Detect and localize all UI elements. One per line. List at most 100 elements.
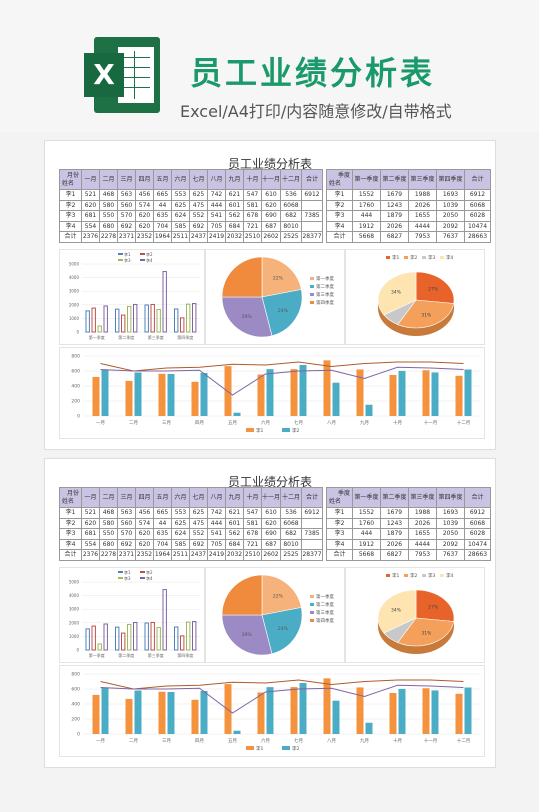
column-header: 第四季度: [436, 487, 465, 508]
table-cell: 2602: [261, 549, 281, 561]
table-cell: 721: [243, 220, 262, 232]
table-cell: 624: [171, 528, 190, 540]
bar-mark: [167, 374, 175, 416]
legend-label: 李1: [124, 251, 131, 257]
legend-swatch: [310, 595, 314, 598]
table-cell: 550: [99, 528, 118, 540]
table-cell: 6912: [301, 189, 323, 201]
corner-name-label: 姓名: [62, 498, 75, 505]
legend-label: 李2: [410, 572, 417, 579]
legend-swatch: [422, 574, 426, 577]
bar-mark: [257, 374, 265, 416]
table-cell: 1693: [436, 507, 465, 519]
table-cell: 620: [135, 220, 154, 232]
corner-name-label: 姓名: [62, 180, 75, 187]
table-cell: 620: [135, 210, 154, 222]
legend-label: 李4: [146, 257, 153, 263]
column-header: 一月: [81, 487, 100, 508]
bar-mark: [464, 369, 472, 416]
data-label: 29%: [242, 632, 253, 638]
legend-swatch: [282, 428, 290, 432]
table-cell: 690: [261, 528, 281, 540]
table-cell: 8010: [280, 220, 302, 232]
legend-swatch: [140, 253, 145, 255]
column-header: 合计: [301, 169, 323, 190]
table-cell: 541: [207, 210, 226, 222]
table-cell: 2278: [99, 231, 118, 243]
legend-swatch: [310, 285, 314, 288]
x-tick-label: 七月: [294, 737, 303, 744]
table-row: 李4 554 680 692 620 704 585 692 705 684 721 687 8010 李…: [59, 538, 491, 550]
legend-swatch: [282, 746, 290, 750]
quarter-table-corner: 季度 姓名: [326, 169, 353, 190]
table-cell: 601: [225, 517, 244, 529]
bar-mark: [103, 305, 108, 333]
bar-mark: [323, 360, 331, 416]
table-cell: 554: [81, 220, 100, 232]
table-cell: 7953: [408, 549, 437, 561]
legend-swatch: [140, 259, 145, 261]
y-tick-label: 3000: [69, 607, 80, 612]
legend-label: 第三季度: [316, 291, 334, 298]
bar-mark: [299, 683, 307, 734]
table-cell: 1243: [380, 199, 409, 211]
table-row: 李1 521 468 563 456 665 553 625 742 621 547 610 536 69…: [59, 189, 491, 201]
legend-swatch: [310, 611, 314, 614]
table-cell: 1039: [436, 199, 465, 211]
column-header: 七月: [189, 487, 208, 508]
row-name: 李2: [59, 517, 82, 529]
table-cell: 2419: [207, 231, 226, 243]
table-cell: 665: [153, 189, 172, 201]
table-cell: 681: [81, 528, 100, 540]
bar-mark: [233, 412, 241, 416]
row-name: 李2: [326, 517, 353, 529]
y-tick-label: 2000: [69, 620, 80, 625]
bar-mark: [431, 372, 439, 416]
table-cell: 2511: [171, 549, 190, 561]
table-cell: 6912: [464, 189, 491, 201]
table-cell: 692: [189, 538, 208, 550]
bar-mark: [101, 687, 109, 734]
bar-mark: [356, 687, 364, 734]
table-cell: 682: [280, 528, 302, 540]
data-label: 22%: [273, 275, 284, 281]
bar-mark: [103, 623, 108, 651]
pie-slice: [261, 256, 302, 298]
y-tick-label: 1000: [69, 316, 80, 321]
table-cell: 28663: [464, 549, 491, 561]
y-tick-label: 400: [71, 702, 80, 708]
column-header: 第三季度: [408, 487, 437, 508]
table-cell: 570: [117, 210, 136, 222]
x-tick-label: 第三季度: [148, 652, 164, 658]
pie-slice: [221, 256, 263, 298]
row-name: 李3: [59, 528, 82, 540]
x-tick-label: 十一月: [424, 419, 438, 426]
bar-mark: [200, 372, 208, 416]
data-label: 34%: [391, 289, 402, 295]
legend-label: 李2: [292, 745, 299, 752]
bar-mark: [455, 375, 463, 416]
table-cell: 1243: [380, 517, 409, 529]
table-cell: 28377: [301, 549, 323, 561]
pie-slice: [377, 589, 417, 634]
column-header: 合计: [464, 169, 491, 190]
bar-mark: [162, 589, 167, 651]
table-cell: 28377: [301, 231, 323, 243]
column-header: 合计: [464, 487, 491, 508]
y-tick-label: 600: [71, 369, 80, 375]
bar-mark: [85, 310, 90, 333]
bar-mark: [127, 305, 132, 333]
x-tick-label: 八月: [327, 738, 336, 744]
x-tick-label: 五月: [228, 420, 237, 426]
table-cell: 2352: [135, 231, 154, 243]
x-tick-label: 三月: [162, 420, 171, 426]
line-series: [100, 361, 464, 372]
x-tick-label: 二月: [129, 738, 138, 744]
quarter-pie-chart: 22% 24% 29% 第一季度 第二季度 第三季度 第四季度: [205, 567, 345, 663]
x-tick-label: 第三季度: [148, 334, 164, 340]
legend-swatch: [310, 293, 314, 296]
table-cell: 8010: [280, 538, 302, 550]
table-cell: 1964: [153, 549, 172, 561]
table-cell: 742: [207, 507, 226, 519]
table-cell: 705: [207, 220, 226, 232]
